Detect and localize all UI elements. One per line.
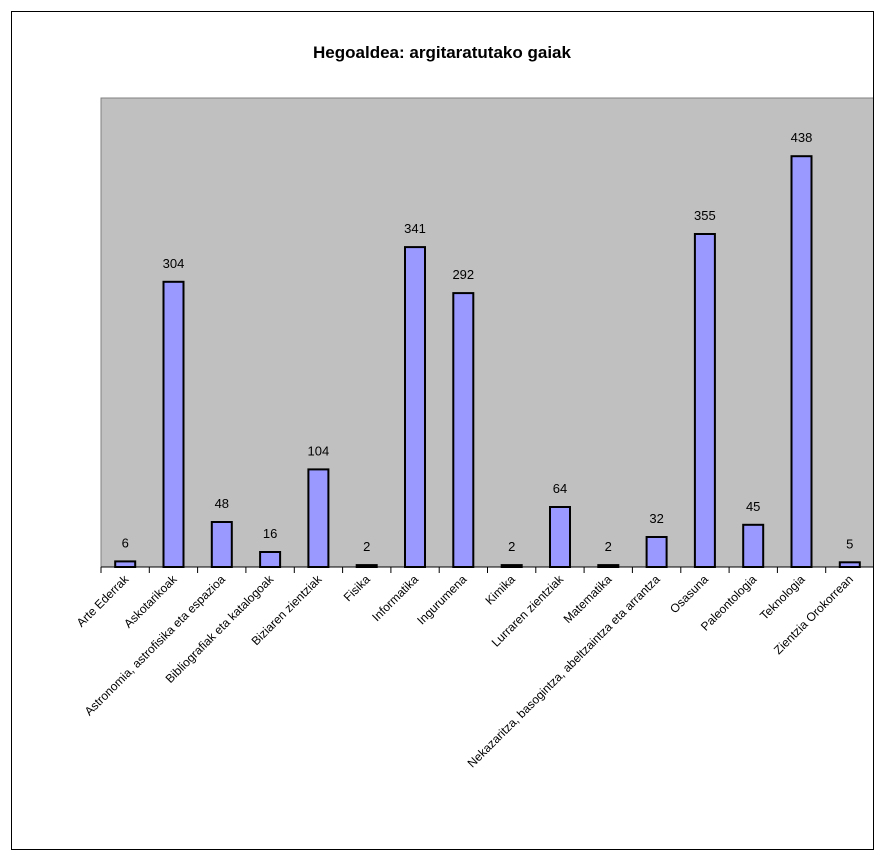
bar-6: [404, 246, 426, 568]
bar-13: [742, 523, 765, 568]
value-label-8: 2: [508, 539, 515, 554]
value-label-11: 32: [649, 511, 663, 526]
plot-area: [100, 97, 873, 568]
bar-2: [210, 521, 233, 568]
category-label-14: Teknologia: [757, 572, 808, 623]
value-label-9: 64: [553, 481, 567, 496]
value-label-14: 438: [791, 130, 813, 145]
bar-15: [838, 561, 861, 568]
bar-11: [645, 536, 668, 568]
bar-1: [162, 280, 185, 568]
bar-4: [307, 468, 330, 568]
chart-title: Hegoaldea: argitaratutako gaiak: [313, 43, 571, 62]
x-axis-ticks: [100, 567, 827, 573]
bar-7: [452, 292, 475, 568]
value-label-4: 104: [308, 443, 330, 458]
value-label-6: 341: [404, 221, 426, 236]
value-label-12: 355: [694, 208, 716, 223]
value-label-10: 2: [605, 539, 612, 554]
value-label-3: 16: [263, 526, 277, 541]
bar-3: [259, 551, 282, 568]
category-label-6: Informatika: [369, 572, 421, 624]
bars-group: [114, 155, 861, 569]
category-label-5: Fisika: [341, 572, 373, 604]
category-label-7: Ingurumena: [414, 572, 469, 627]
value-label-7: 292: [452, 267, 474, 282]
bar-14: [790, 155, 813, 568]
bar-12: [693, 233, 716, 568]
chart-frame: Hegoaldea: argitaratutako gaiak 6 304 48 16…: [11, 11, 874, 850]
value-label-1: 304: [163, 256, 185, 271]
value-label-15: 5: [846, 536, 853, 551]
value-labels-group: 6 304 48 16 104 2 341 292 2 64 2 32 355 45 438 5: [122, 130, 854, 554]
category-label-8: Kimika: [482, 572, 518, 608]
bar-0: [114, 560, 137, 569]
value-label-2: 48: [215, 496, 229, 511]
value-label-13: 45: [746, 499, 760, 514]
bar-chart: Hegoaldea: argitaratutako gaiak 6 304 48 16…: [74, 43, 873, 771]
value-label-5: 2: [363, 539, 370, 554]
bar-9: [549, 506, 571, 568]
value-label-0: 6: [122, 535, 129, 550]
category-label-12: Osasuna: [667, 572, 711, 616]
